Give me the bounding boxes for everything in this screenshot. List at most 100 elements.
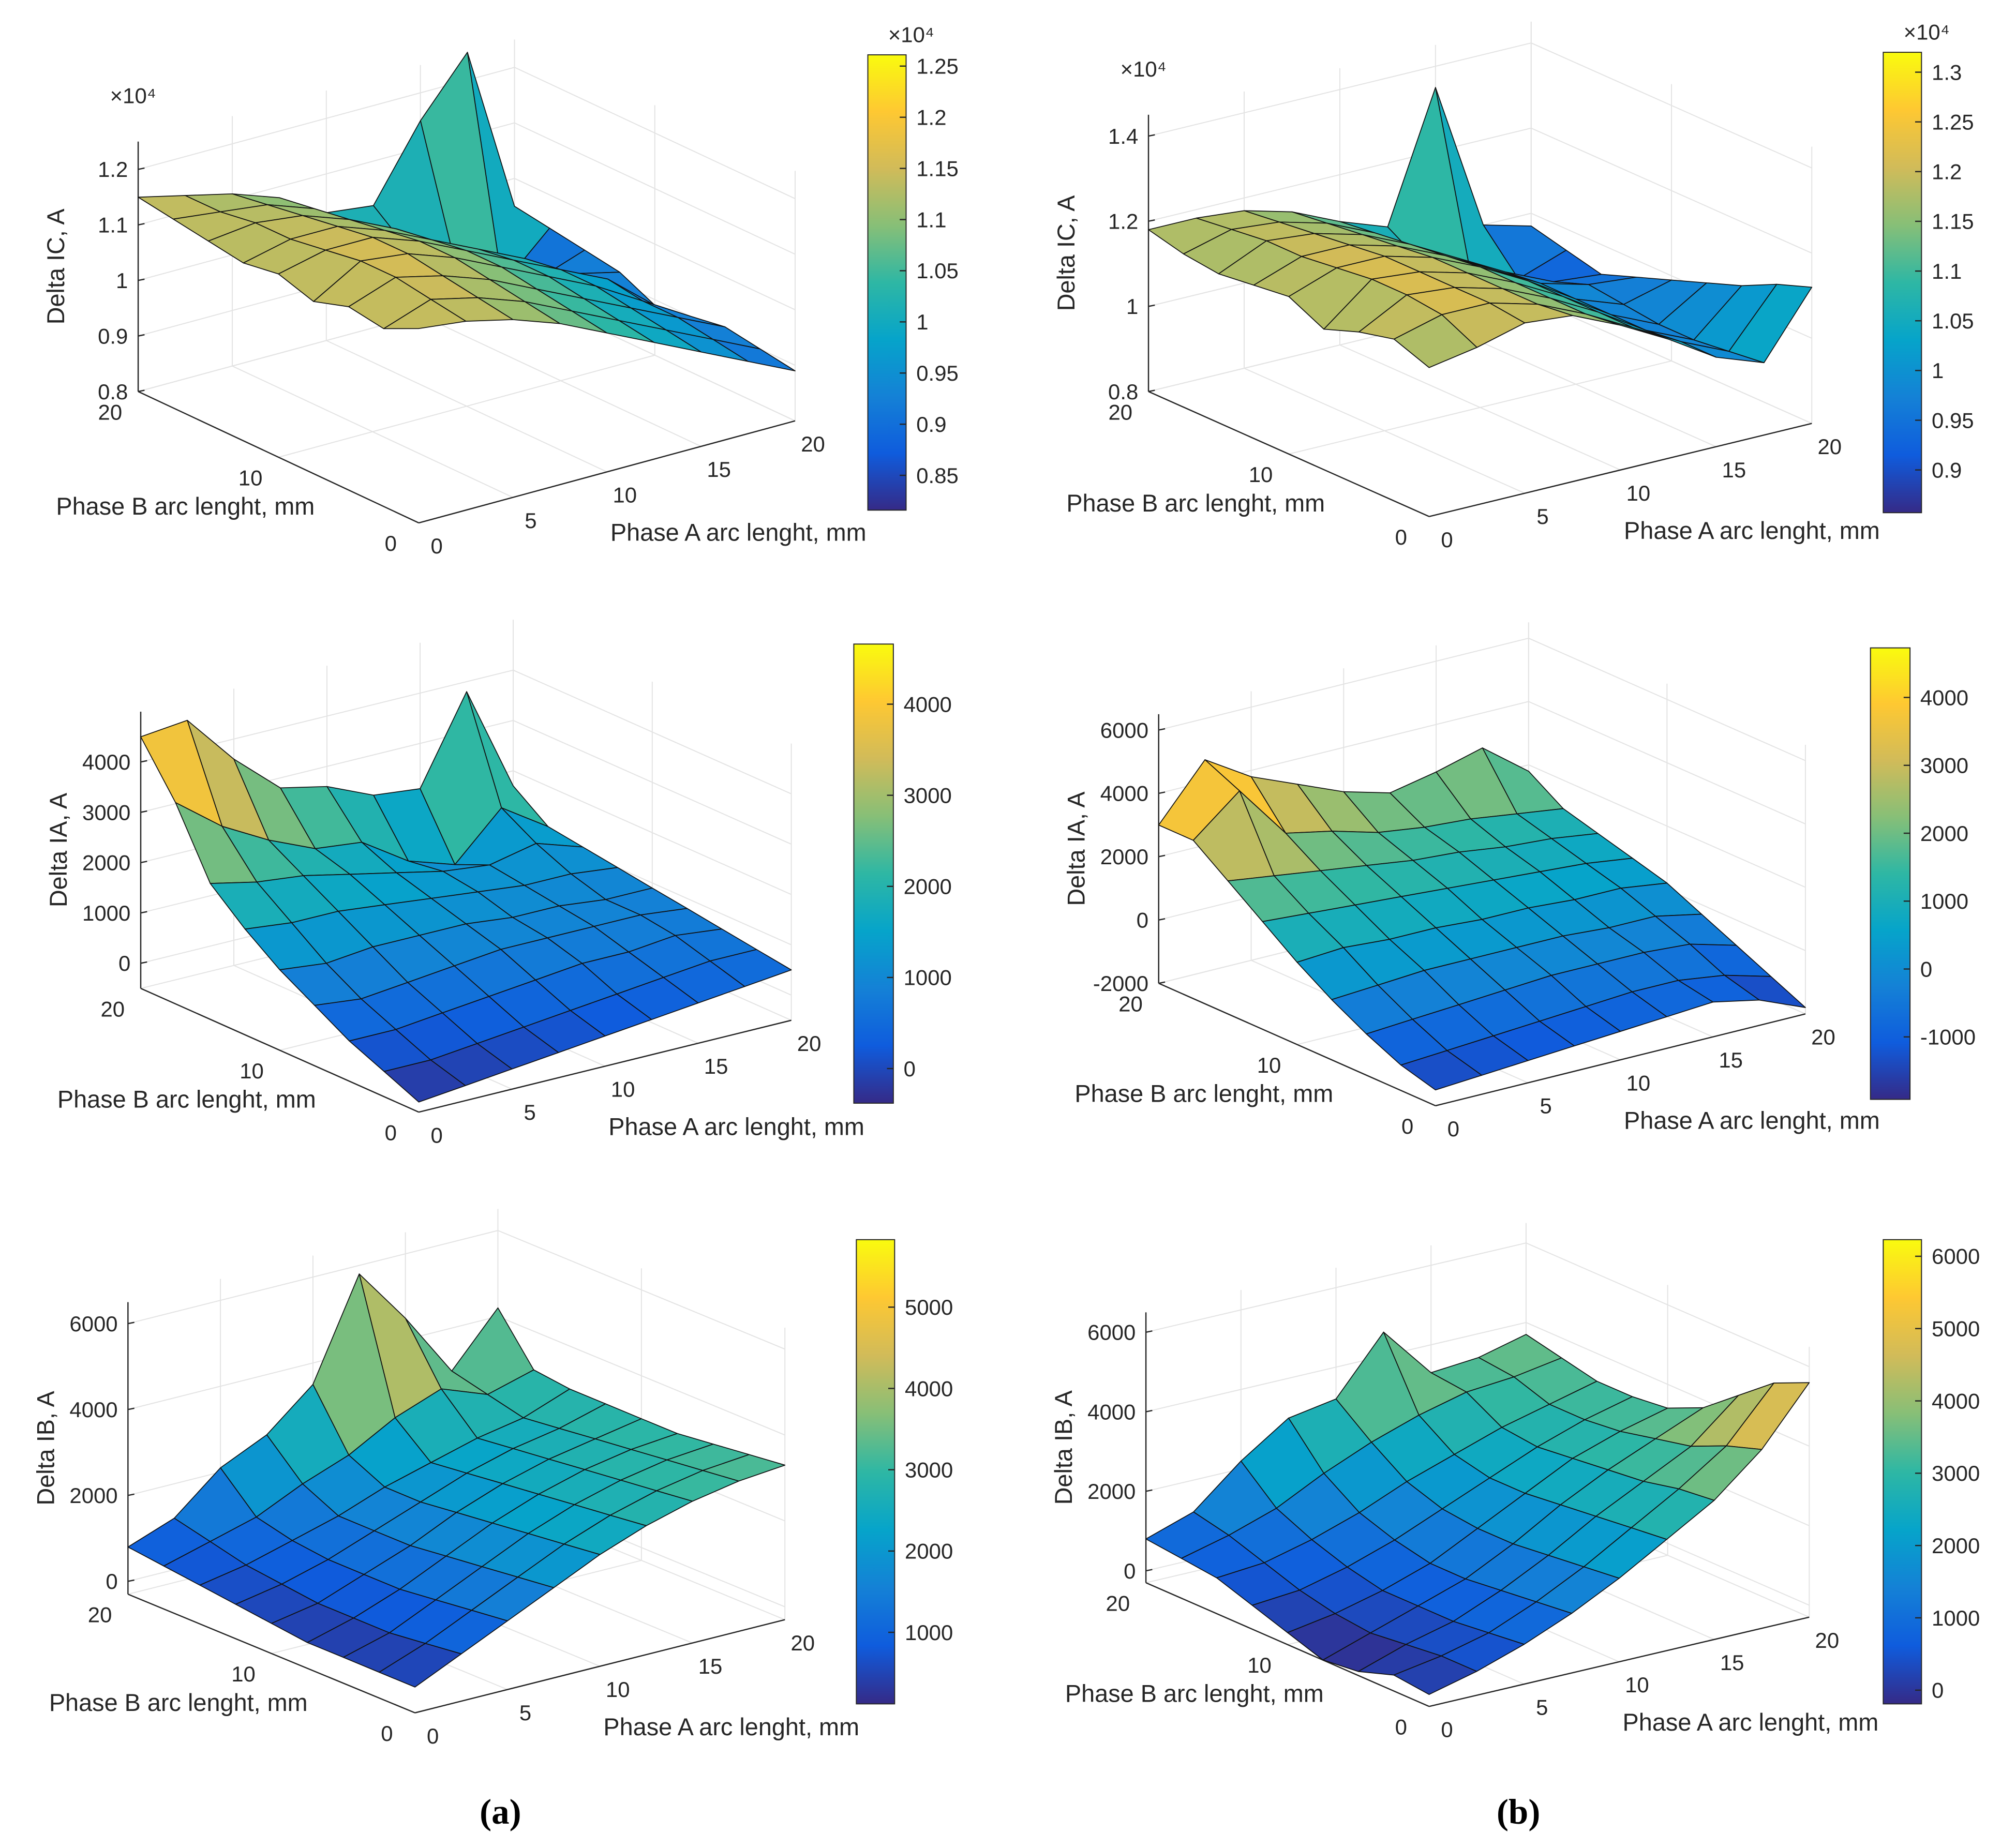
grid-line <box>1148 127 1532 222</box>
colorbar-tick-label: 1000 <box>1932 1606 1980 1630</box>
z-exponent-label: ×10⁴ <box>110 84 156 108</box>
surface-plot-ia_a: 0 5 10 15 20 0 10 20 0 1000 2000 3000 4000 Phase A ar… <box>45 620 952 1147</box>
grid-line <box>1148 42 1532 137</box>
z-axis-label: Delta IB, A <box>1050 1390 1077 1505</box>
x-axis <box>414 1619 785 1714</box>
grid-line <box>1528 764 1806 888</box>
surface-patch <box>383 298 467 329</box>
x-tick-label: 10 <box>613 483 637 507</box>
z-tick <box>1158 854 1166 858</box>
y-tick-label: 20 <box>1118 991 1143 1016</box>
colorbar-tick-label: 1.05 <box>1932 309 1974 333</box>
x-tick-label: 15 <box>1720 1650 1744 1675</box>
y-axis-label: Phase B arc lenght, mm <box>49 1689 308 1716</box>
colorbar-tick-label: 1.1 <box>1932 259 1962 283</box>
colorbar-tick-label: 1.25 <box>1932 110 1974 134</box>
y-tick-label: 10 <box>240 1059 264 1083</box>
colorbar-tick-label: 1.25 <box>916 54 959 79</box>
colorbar-tick-label: 0 <box>904 1057 916 1081</box>
grid-line <box>1289 360 1672 455</box>
grid-line <box>1531 298 1812 424</box>
z-tick <box>138 334 145 337</box>
z-tick <box>1148 304 1155 307</box>
x-tick-label: 10 <box>606 1677 630 1702</box>
x-axis <box>1429 423 1812 517</box>
z-tick-label: 2000 <box>1087 1479 1136 1504</box>
colorbar-tick-label: 0 <box>1932 1678 1944 1703</box>
x-tick-label: 20 <box>790 1631 815 1655</box>
z-tick-label: -2000 <box>1093 971 1148 996</box>
x-axis-label: Phase A arc lenght, mm <box>1623 1709 1879 1736</box>
z-tick-label: 4000 <box>82 750 130 774</box>
y-tick-label: 0 <box>1395 525 1407 549</box>
y-axis-label: Phase B arc lenght, mm <box>56 493 315 520</box>
grid-line <box>128 1230 498 1325</box>
z-tick-label: 4000 <box>1100 782 1148 806</box>
z-tick <box>1148 219 1155 222</box>
x-tick-label: 15 <box>698 1654 723 1678</box>
y-tick-label: 0 <box>385 531 397 555</box>
x-axis-label: Phase A arc lenght, mm <box>1624 1107 1880 1134</box>
surface-patch <box>1393 1655 1477 1695</box>
x-axis <box>1429 1616 1810 1707</box>
y-axis <box>1148 390 1430 517</box>
panel-label-b: (b) <box>1497 1792 1540 1831</box>
z-tick-label: 4000 <box>1087 1400 1136 1424</box>
z-tick <box>138 167 145 170</box>
z-tick <box>128 1579 135 1582</box>
y-axis-label: Phase B arc lenght, mm <box>1074 1080 1333 1107</box>
x-tick-label: 5 <box>1536 1695 1548 1719</box>
x-tick-label: 0 <box>1447 1117 1459 1141</box>
z-tick <box>1158 981 1166 984</box>
z-tick <box>1148 389 1155 393</box>
colorbar-tick-label: 4000 <box>1932 1389 1980 1413</box>
y-tick-label: 10 <box>1249 462 1273 487</box>
z-tick-label: 3000 <box>82 800 130 824</box>
x-tick-label: 15 <box>1719 1048 1743 1072</box>
z-tick-label: 0 <box>1137 908 1148 933</box>
x-axis-label: Phase A arc lenght, mm <box>603 1714 859 1740</box>
grid-line <box>1531 42 1812 169</box>
x-tick-label: 15 <box>707 457 731 482</box>
z-tick <box>1145 1409 1153 1413</box>
z-axis-label: Delta IA, A <box>45 792 72 907</box>
z-tick <box>1145 1569 1153 1572</box>
z-tick-label: 1 <box>116 268 128 293</box>
x-tick-label: 10 <box>611 1077 635 1102</box>
grid-line <box>498 1230 785 1350</box>
z-tick-label: 6000 <box>1087 1320 1136 1345</box>
y-tick-label: 20 <box>1106 1591 1130 1615</box>
z-tick <box>138 389 145 393</box>
colorbar-tick-label: 3000 <box>1932 1461 1980 1485</box>
y-axis <box>1158 983 1436 1107</box>
colorbar-tick-label: 6000 <box>1932 1244 1980 1269</box>
colorbar-tick-label: 2000 <box>1932 1534 1980 1558</box>
colorbar-tick-label: 1000 <box>904 966 952 990</box>
colorbar <box>856 1239 895 1705</box>
y-axis <box>127 1594 415 1714</box>
grid-line <box>1526 1242 1810 1368</box>
z-tick-label: 0 <box>106 1569 117 1594</box>
x-tick-label: 20 <box>801 432 825 456</box>
colorbar <box>867 54 907 511</box>
colorbar <box>853 643 894 1104</box>
colorbar-tick-label: 1000 <box>905 1620 953 1645</box>
surface-patch <box>1393 314 1477 368</box>
surface-patch <box>383 1059 466 1103</box>
grid-line <box>1528 638 1806 761</box>
colorbar <box>1883 1239 1922 1705</box>
z-tick-label: 1.4 <box>1108 124 1138 148</box>
colorbar-tick-label: 0.95 <box>1932 408 1974 432</box>
y-axis-label: Phase B arc lenght, mm <box>1065 1680 1324 1707</box>
colorbar-tick-label: 1 <box>1932 358 1944 383</box>
x-tick-label: 0 <box>427 1724 439 1748</box>
colorbar-tick-label: 4000 <box>905 1376 953 1401</box>
grid-line <box>1528 701 1806 824</box>
colorbar-exponent-label: ×10⁴ <box>1904 20 1950 44</box>
grid-line <box>513 720 792 845</box>
x-tick-label: 10 <box>1626 1071 1651 1095</box>
z-tick <box>1145 1489 1153 1492</box>
x-tick-label: 0 <box>430 534 442 558</box>
